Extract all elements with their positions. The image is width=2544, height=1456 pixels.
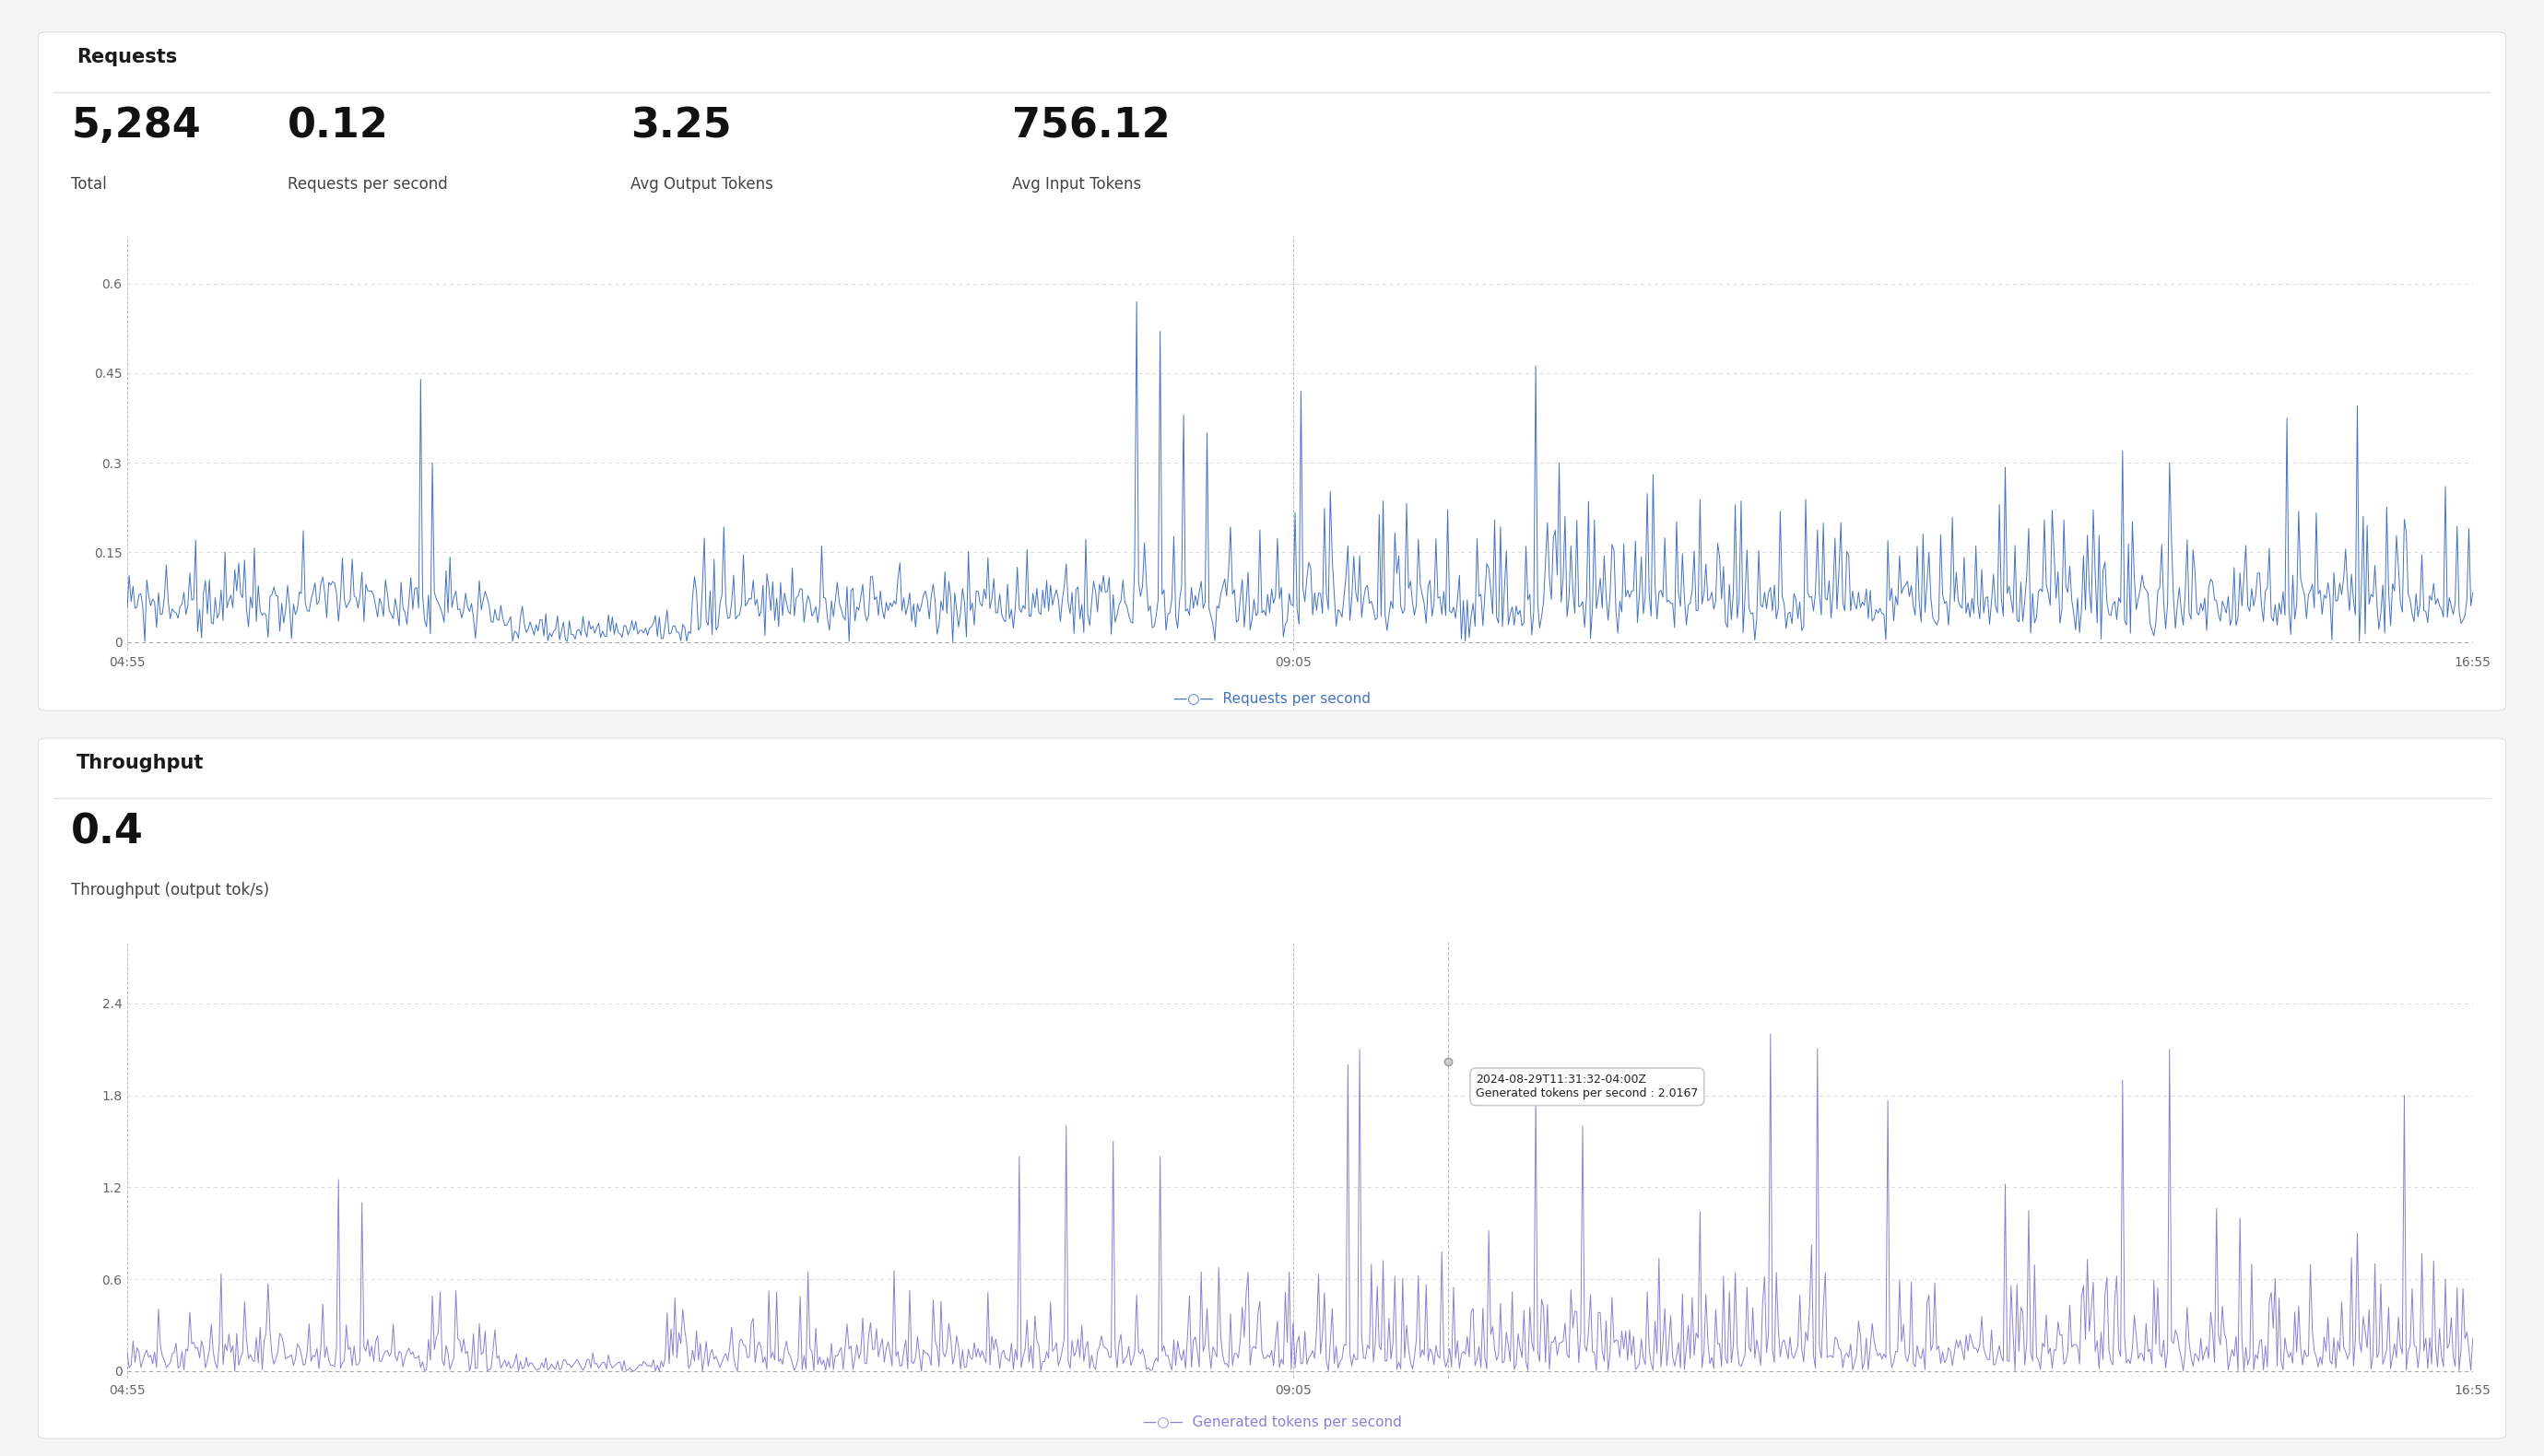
Text: 5,284: 5,284 — [71, 106, 201, 146]
Text: 0.4: 0.4 — [71, 812, 145, 852]
Text: Throughput (output tok/s): Throughput (output tok/s) — [71, 882, 270, 898]
Text: Total: Total — [71, 176, 107, 192]
Text: 3.25: 3.25 — [631, 106, 733, 146]
Text: Requests per second: Requests per second — [287, 176, 448, 192]
Text: 2024-08-29T11:31:32-04:00Z
Generated tokens per second : 2.0167: 2024-08-29T11:31:32-04:00Z Generated tok… — [1476, 1075, 1699, 1099]
Text: 756.12: 756.12 — [1013, 106, 1170, 146]
Text: —○—  Requests per second: —○— Requests per second — [1173, 692, 1371, 705]
Text: —○—  Generated tokens per second: —○— Generated tokens per second — [1142, 1415, 1402, 1428]
Text: Throughput: Throughput — [76, 754, 204, 773]
Text: Avg Output Tokens: Avg Output Tokens — [631, 176, 773, 192]
Text: Requests: Requests — [76, 48, 178, 67]
Text: Avg Input Tokens: Avg Input Tokens — [1013, 176, 1142, 192]
Text: 0.12: 0.12 — [287, 106, 389, 146]
